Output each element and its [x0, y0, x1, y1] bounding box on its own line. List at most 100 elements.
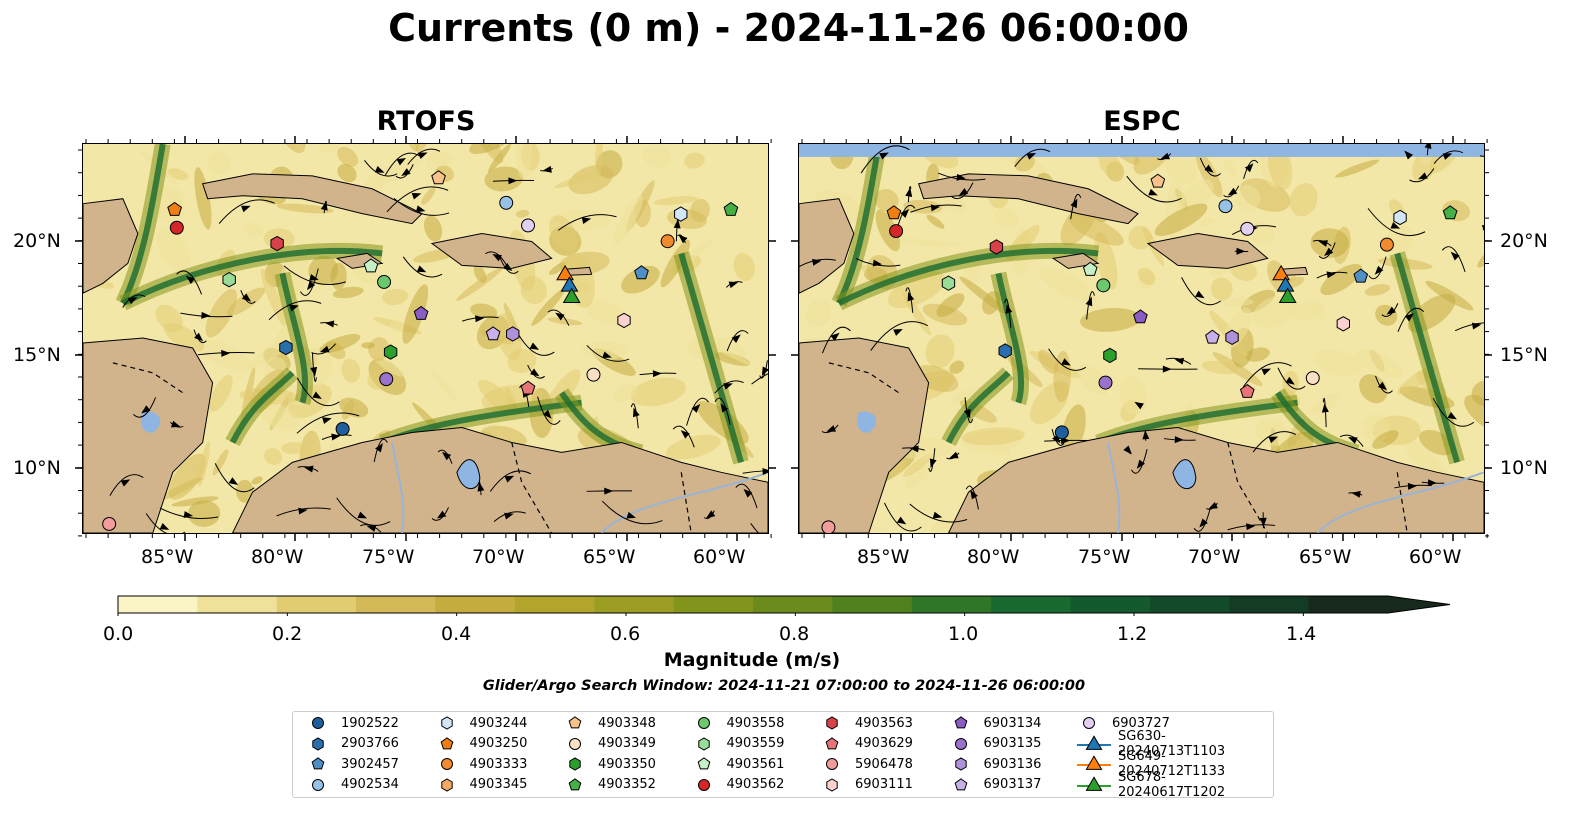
colorbar-band-8: [753, 596, 833, 613]
circle-marker-icon: [569, 737, 581, 750]
hexagon-marker-icon: [954, 757, 967, 771]
legend-label: 4903559: [726, 736, 785, 751]
legend-item-6903137: 6903137: [948, 775, 1042, 795]
float-marker-4903244: [1393, 209, 1407, 226]
cbar-tick-4: 0.8: [779, 623, 810, 645]
colorbar-band-13: [1149, 596, 1230, 613]
legend-marker-4903244: [440, 716, 453, 730]
hexagon-marker-icon: [312, 736, 324, 751]
glider-marker-SG649-20240712T1133: [556, 264, 575, 281]
colorbar-label: Magnitude (m/s): [663, 649, 841, 671]
panel-title-espc: ESPC: [1103, 106, 1181, 137]
legend-label: 6903111: [855, 777, 913, 792]
colorbar-band-5: [514, 596, 595, 613]
legend-label: 3902457: [341, 756, 399, 772]
glider-marker-SG678-20240617T1202: [562, 287, 581, 303]
legend-label: 6903137: [983, 777, 1042, 792]
legend-marker-SG649-20240712T1133: [1085, 755, 1103, 770]
legend-marker-6903727: [1083, 717, 1095, 729]
legend-marker-SG678-20240617T1202: [1085, 775, 1103, 791]
legend-marker-6903134: [954, 716, 967, 729]
float-marker-4903250: [167, 201, 182, 216]
legend-item-4903348: 4903348: [562, 713, 656, 733]
legend-label: 4903629: [855, 736, 913, 751]
float-marker-4903352: [1442, 205, 1458, 220]
espc-map-canvas: [799, 144, 1484, 533]
float-marker-1902522: [335, 422, 350, 436]
legend-marker-4903348: [568, 716, 582, 729]
colorbar-band-10: [911, 596, 992, 613]
legend-item-4903563: 4903563: [819, 713, 913, 733]
legend-item-4903244: 4903244: [434, 713, 528, 733]
legend-item-6903136: 6903136: [948, 754, 1041, 774]
legend-marker-4903558: [697, 717, 710, 729]
legend-marker-4902534: [312, 778, 324, 791]
glider-marker-SG649-20240712T1133: [1272, 264, 1291, 281]
legend-item-4902534: 4902534: [305, 775, 399, 795]
panel-title-rtofs: RTOFS: [376, 106, 476, 137]
espc-x-tick-60w: 60°W: [1409, 546, 1462, 568]
legend-marker-6903137: [954, 777, 967, 790]
legend-label: 4903562: [726, 777, 785, 792]
legend-label: 4903244: [469, 715, 528, 731]
cbar-tick-0: 0.0: [103, 623, 134, 645]
espc-x-tick-75w: 75°W: [1078, 546, 1131, 568]
float-marker-4903562: [889, 224, 904, 239]
float-marker-6903136: [1225, 329, 1239, 346]
legend-item-6903134: 6903134: [948, 713, 1042, 733]
espc-x-tick-70w: 70°W: [1188, 546, 1241, 568]
float-marker-6903727: [1240, 221, 1255, 236]
legend-marker-4903345: [440, 777, 453, 792]
colorbar-band-4: [435, 596, 516, 613]
legend-label: SG678-20240617T1202: [1118, 769, 1226, 800]
pentagon-marker-icon: [954, 716, 967, 729]
float-marker-6903135: [379, 372, 394, 387]
legend-item-SG630-20240713T1103: SG630-20240713T1103: [1076, 729, 1273, 759]
float-marker-4903561: [363, 258, 379, 273]
espc-current-map: [798, 143, 1485, 534]
float-marker-4903559: [222, 271, 236, 288]
figure-title: Currents (0 m) - 2024-11-26 06:00:00: [388, 6, 1189, 50]
legend-marker-6903135: [954, 737, 967, 750]
rtofs-x-tick-80w: 80°W: [251, 546, 304, 568]
rtofs-x-tick-65w: 65°W: [583, 546, 636, 568]
float-marker-1902522: [1054, 425, 1069, 440]
espc-x-tick-65w: 65°W: [1299, 546, 1352, 568]
triangle-marker-icon: [1077, 734, 1111, 750]
colorbar-band-0: [118, 596, 198, 613]
right-y-tick-15n: 15°N: [1500, 344, 1548, 366]
colorbar: [117, 595, 1451, 616]
legend-label: 6903134: [983, 715, 1042, 731]
circle-marker-icon: [826, 758, 838, 770]
left-y-tick-10n: 10°N: [13, 457, 61, 479]
pentagon-marker-icon: [440, 736, 453, 749]
float-marker-2903766: [279, 339, 293, 356]
left-y-tick-15n: 15°N: [13, 344, 61, 366]
float-marker-4903348: [1150, 173, 1166, 188]
float-marker-4903558: [377, 274, 392, 289]
legend-item-2903766: 2903766: [305, 734, 399, 754]
search-window-note: Glider/Argo Search Window: 2024-11-21 07…: [482, 678, 1086, 694]
circle-marker-icon: [440, 758, 453, 770]
colorbar-band-9: [832, 596, 913, 613]
legend-label: 6903727: [1112, 715, 1170, 731]
float-marker-6903727: [521, 218, 536, 233]
float-marker-4903563: [989, 239, 1004, 255]
legend-marker-1902522: [312, 717, 324, 729]
colorbar-band-6: [594, 596, 675, 613]
float-marker-6903137: [485, 326, 501, 341]
float-marker-4903629: [1239, 383, 1255, 398]
cbar-tick-5: 1.0: [948, 623, 979, 645]
float-marker-3902457: [634, 265, 649, 280]
legend-item-6903727: 6903727: [1076, 713, 1170, 733]
legend-item-4903562: 4903562: [691, 775, 785, 795]
legend-marker-2903766: [312, 736, 324, 751]
legend-label: 4903348: [598, 715, 656, 731]
legend-label: 6903135: [983, 736, 1042, 751]
pentagon-marker-icon: [825, 736, 839, 749]
legend-item-3902457: 3902457: [305, 754, 399, 774]
legend-label: 4903561: [726, 756, 785, 772]
legend-label: 4903563: [855, 715, 913, 731]
legend-item-6903135: 6903135: [948, 734, 1042, 754]
colorbar-band-3: [356, 596, 436, 613]
